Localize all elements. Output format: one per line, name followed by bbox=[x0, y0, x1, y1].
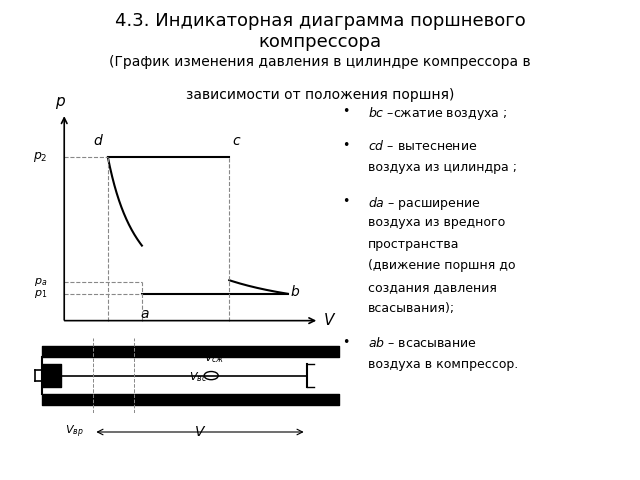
Text: a: a bbox=[140, 307, 148, 321]
Text: $\it{bc}$ –сжатие воздуха ;: $\it{bc}$ –сжатие воздуха ; bbox=[368, 105, 508, 122]
Text: $\it{ab}$ – всасывание: $\it{ab}$ – всасывание bbox=[368, 336, 477, 350]
Text: $V_{сж}$: $V_{сж}$ bbox=[204, 351, 225, 365]
Text: p: p bbox=[54, 95, 64, 109]
Text: (График изменения давления в цилиндре компрессора в

зависимости от положения по: (График изменения давления в цилиндре ко… bbox=[109, 55, 531, 102]
Text: воздуха в компрессор.: воздуха в компрессор. bbox=[368, 358, 518, 371]
Text: 4.3. Индикаторная диаграмма поршневого
компрессора: 4.3. Индикаторная диаграмма поршневого к… bbox=[115, 12, 525, 51]
Text: пространства: пространства bbox=[368, 238, 460, 251]
Text: •: • bbox=[342, 139, 349, 152]
Text: c: c bbox=[233, 134, 241, 148]
Text: V: V bbox=[324, 313, 334, 328]
Text: воздуха из цилиндра ;: воздуха из цилиндра ; bbox=[368, 161, 517, 174]
Text: (движение поршня до: (движение поршня до bbox=[368, 259, 516, 272]
Text: •: • bbox=[342, 105, 349, 118]
Text: d: d bbox=[94, 134, 102, 148]
Text: b: b bbox=[291, 285, 300, 299]
Text: $\it{cd}$ – вытеснение: $\it{cd}$ – вытеснение bbox=[368, 139, 477, 153]
Text: $p_2$: $p_2$ bbox=[33, 150, 47, 165]
Text: V: V bbox=[195, 425, 205, 439]
Text: $p_1$: $p_1$ bbox=[34, 288, 47, 300]
Text: всасывания);: всасывания); bbox=[368, 302, 455, 315]
Circle shape bbox=[204, 372, 218, 380]
Text: воздуха из вредного: воздуха из вредного bbox=[368, 216, 506, 229]
Text: $\it{da}$ – расширение: $\it{da}$ – расширение bbox=[368, 195, 481, 212]
Text: создания давления: создания давления bbox=[368, 281, 497, 294]
Text: •: • bbox=[342, 336, 349, 349]
Text: $V_{вс}$: $V_{вс}$ bbox=[189, 371, 207, 384]
Text: •: • bbox=[342, 195, 349, 208]
Text: $V_{вр}$: $V_{вр}$ bbox=[65, 424, 84, 440]
Text: $p_a$: $p_a$ bbox=[34, 276, 47, 288]
